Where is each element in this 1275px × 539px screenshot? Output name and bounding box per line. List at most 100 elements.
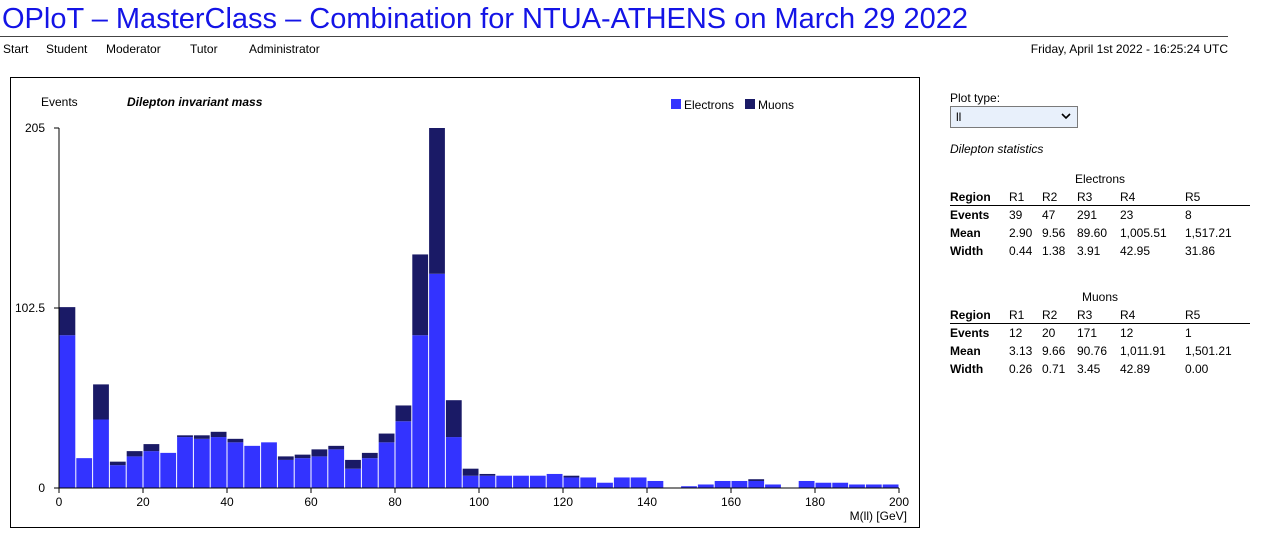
- bar-muons: [361, 452, 378, 459]
- x-axis-label: M(ll) [GeV]: [850, 509, 907, 523]
- table-row: Events 39 47 291 23 8: [950, 206, 1250, 225]
- bar-electrons: [109, 465, 126, 488]
- bar-electrons: [210, 437, 227, 488]
- table-cell: 1,005.51: [1120, 226, 1167, 240]
- stats-title: Dilepton statistics: [950, 142, 1044, 156]
- plot-type-select[interactable]: ll: [950, 106, 1078, 128]
- table-cell: 12: [1120, 326, 1134, 340]
- bar-electrons: [361, 458, 378, 488]
- mass-histogram: Events Dilepton invariant mass Electrons…: [15, 95, 909, 523]
- bar-electrons: [597, 482, 613, 488]
- x-tick-label: 80: [388, 495, 402, 509]
- table-cell: 0.71: [1042, 362, 1066, 376]
- legend-muons-swatch: [745, 99, 755, 109]
- bar-muons: [412, 254, 429, 336]
- table-cell: 90.76: [1077, 344, 1108, 358]
- bar-electrons: [462, 475, 479, 488]
- bar-electrons: [765, 484, 781, 488]
- bar-electrons: [59, 335, 76, 488]
- nav-student[interactable]: Student: [46, 42, 88, 56]
- table-cell: 291: [1077, 208, 1098, 222]
- table-cell: 12: [1009, 326, 1023, 340]
- bar-electrons: [93, 419, 109, 488]
- nav-administrator[interactable]: Administrator: [249, 42, 320, 56]
- bar-electrons: [563, 477, 580, 488]
- page-title: OPloT – MasterClass – Combination for NT…: [2, 3, 968, 35]
- table-cell: 42.95: [1120, 244, 1151, 258]
- header-cell: R3: [1077, 306, 1120, 324]
- bar-electrons: [445, 437, 462, 488]
- bar-electrons: [647, 480, 664, 488]
- bar-muons: [345, 459, 361, 469]
- bar-electrons: [177, 437, 193, 488]
- table-cell: 0.00: [1185, 362, 1209, 376]
- bar-electrons: [395, 421, 412, 488]
- bar-electrons: [865, 484, 882, 488]
- bar-electrons: [882, 484, 899, 488]
- x-tick-label: 180: [805, 495, 825, 509]
- x-tick-label: 140: [637, 495, 657, 509]
- nav-start[interactable]: Start: [3, 42, 29, 56]
- table-cell: 42.89: [1120, 362, 1151, 376]
- bar-electrons: [378, 442, 395, 488]
- bar-muons: [193, 435, 210, 439]
- bar-muons: [210, 431, 227, 438]
- table-cell: 0.44: [1009, 244, 1033, 258]
- bar-electrons: [697, 484, 714, 488]
- bar-electrons: [227, 442, 244, 488]
- chevron-down-icon: [1061, 113, 1071, 120]
- x-tick-label: 160: [721, 495, 741, 509]
- histogram-bars: [59, 128, 899, 488]
- header-cell: R5: [1185, 188, 1250, 206]
- row-label: Events: [950, 326, 990, 340]
- bar-electrons: [546, 473, 563, 488]
- bar-electrons: [529, 475, 546, 488]
- bar-electrons: [160, 452, 177, 488]
- table-row: Mean 2.90 9.56 89.60 1,005.51 1,517.21: [950, 224, 1250, 242]
- legend-electrons-label: Electrons: [684, 98, 734, 112]
- x-tick-label: 100: [469, 495, 489, 509]
- table-row: Width 0.26 0.71 3.45 42.89 0.00: [950, 360, 1250, 378]
- nav-tutor[interactable]: Tutor: [190, 42, 218, 56]
- bar-electrons: [714, 480, 731, 488]
- header-cell: R5: [1185, 306, 1250, 324]
- electrons-stats-table: Electrons Region R1 R2 R3 R4 R5 Events 3…: [950, 170, 1250, 260]
- x-tick-label: 0: [56, 495, 63, 509]
- bar-muons: [294, 454, 311, 459]
- bar-muons: [277, 456, 294, 460]
- header-cell: Region: [950, 306, 1009, 324]
- bar-electrons: [731, 480, 748, 488]
- header-cell: R4: [1120, 306, 1185, 324]
- header-cell: R1: [1009, 188, 1042, 206]
- bar-electrons: [479, 475, 496, 488]
- table-cell: 3.13: [1009, 344, 1033, 358]
- bar-muons: [126, 451, 143, 457]
- header-cell: R1: [1009, 306, 1042, 324]
- muons-stats-table: Muons Region R1 R2 R3 R4 R5 Events 12 20…: [950, 288, 1250, 378]
- nav-moderator[interactable]: Moderator: [106, 42, 161, 56]
- table-cell: 8: [1185, 208, 1192, 222]
- row-label: Events: [950, 208, 990, 222]
- table-cell: 9.66: [1042, 344, 1066, 358]
- title-divider: [0, 36, 1228, 37]
- row-label: Mean: [950, 226, 981, 240]
- table-cell: 3.91: [1077, 244, 1101, 258]
- bar-muons: [445, 400, 462, 438]
- y-tick-label: 205: [25, 121, 45, 135]
- header-cell: R2: [1042, 306, 1077, 324]
- bar-electrons: [429, 273, 445, 488]
- bar-electrons: [613, 477, 630, 488]
- table-cell: 23: [1120, 208, 1134, 222]
- y-tick-label: 102.5: [15, 301, 45, 315]
- bar-electrons: [143, 451, 160, 488]
- bar-muons: [227, 438, 244, 443]
- table-cell: 31.86: [1185, 244, 1216, 258]
- x-tick-label: 60: [304, 495, 318, 509]
- bar-electrons: [798, 480, 815, 488]
- header-cell: Region: [950, 188, 1009, 206]
- bar-muons: [563, 475, 580, 478]
- chart-axes: 0 20 40 60 80 100 120 140 160 180 200 0 102.5 205: [15, 121, 909, 509]
- bar-muons: [177, 435, 193, 438]
- bar-muons: [378, 433, 395, 443]
- y-tick-label: 0: [38, 481, 45, 495]
